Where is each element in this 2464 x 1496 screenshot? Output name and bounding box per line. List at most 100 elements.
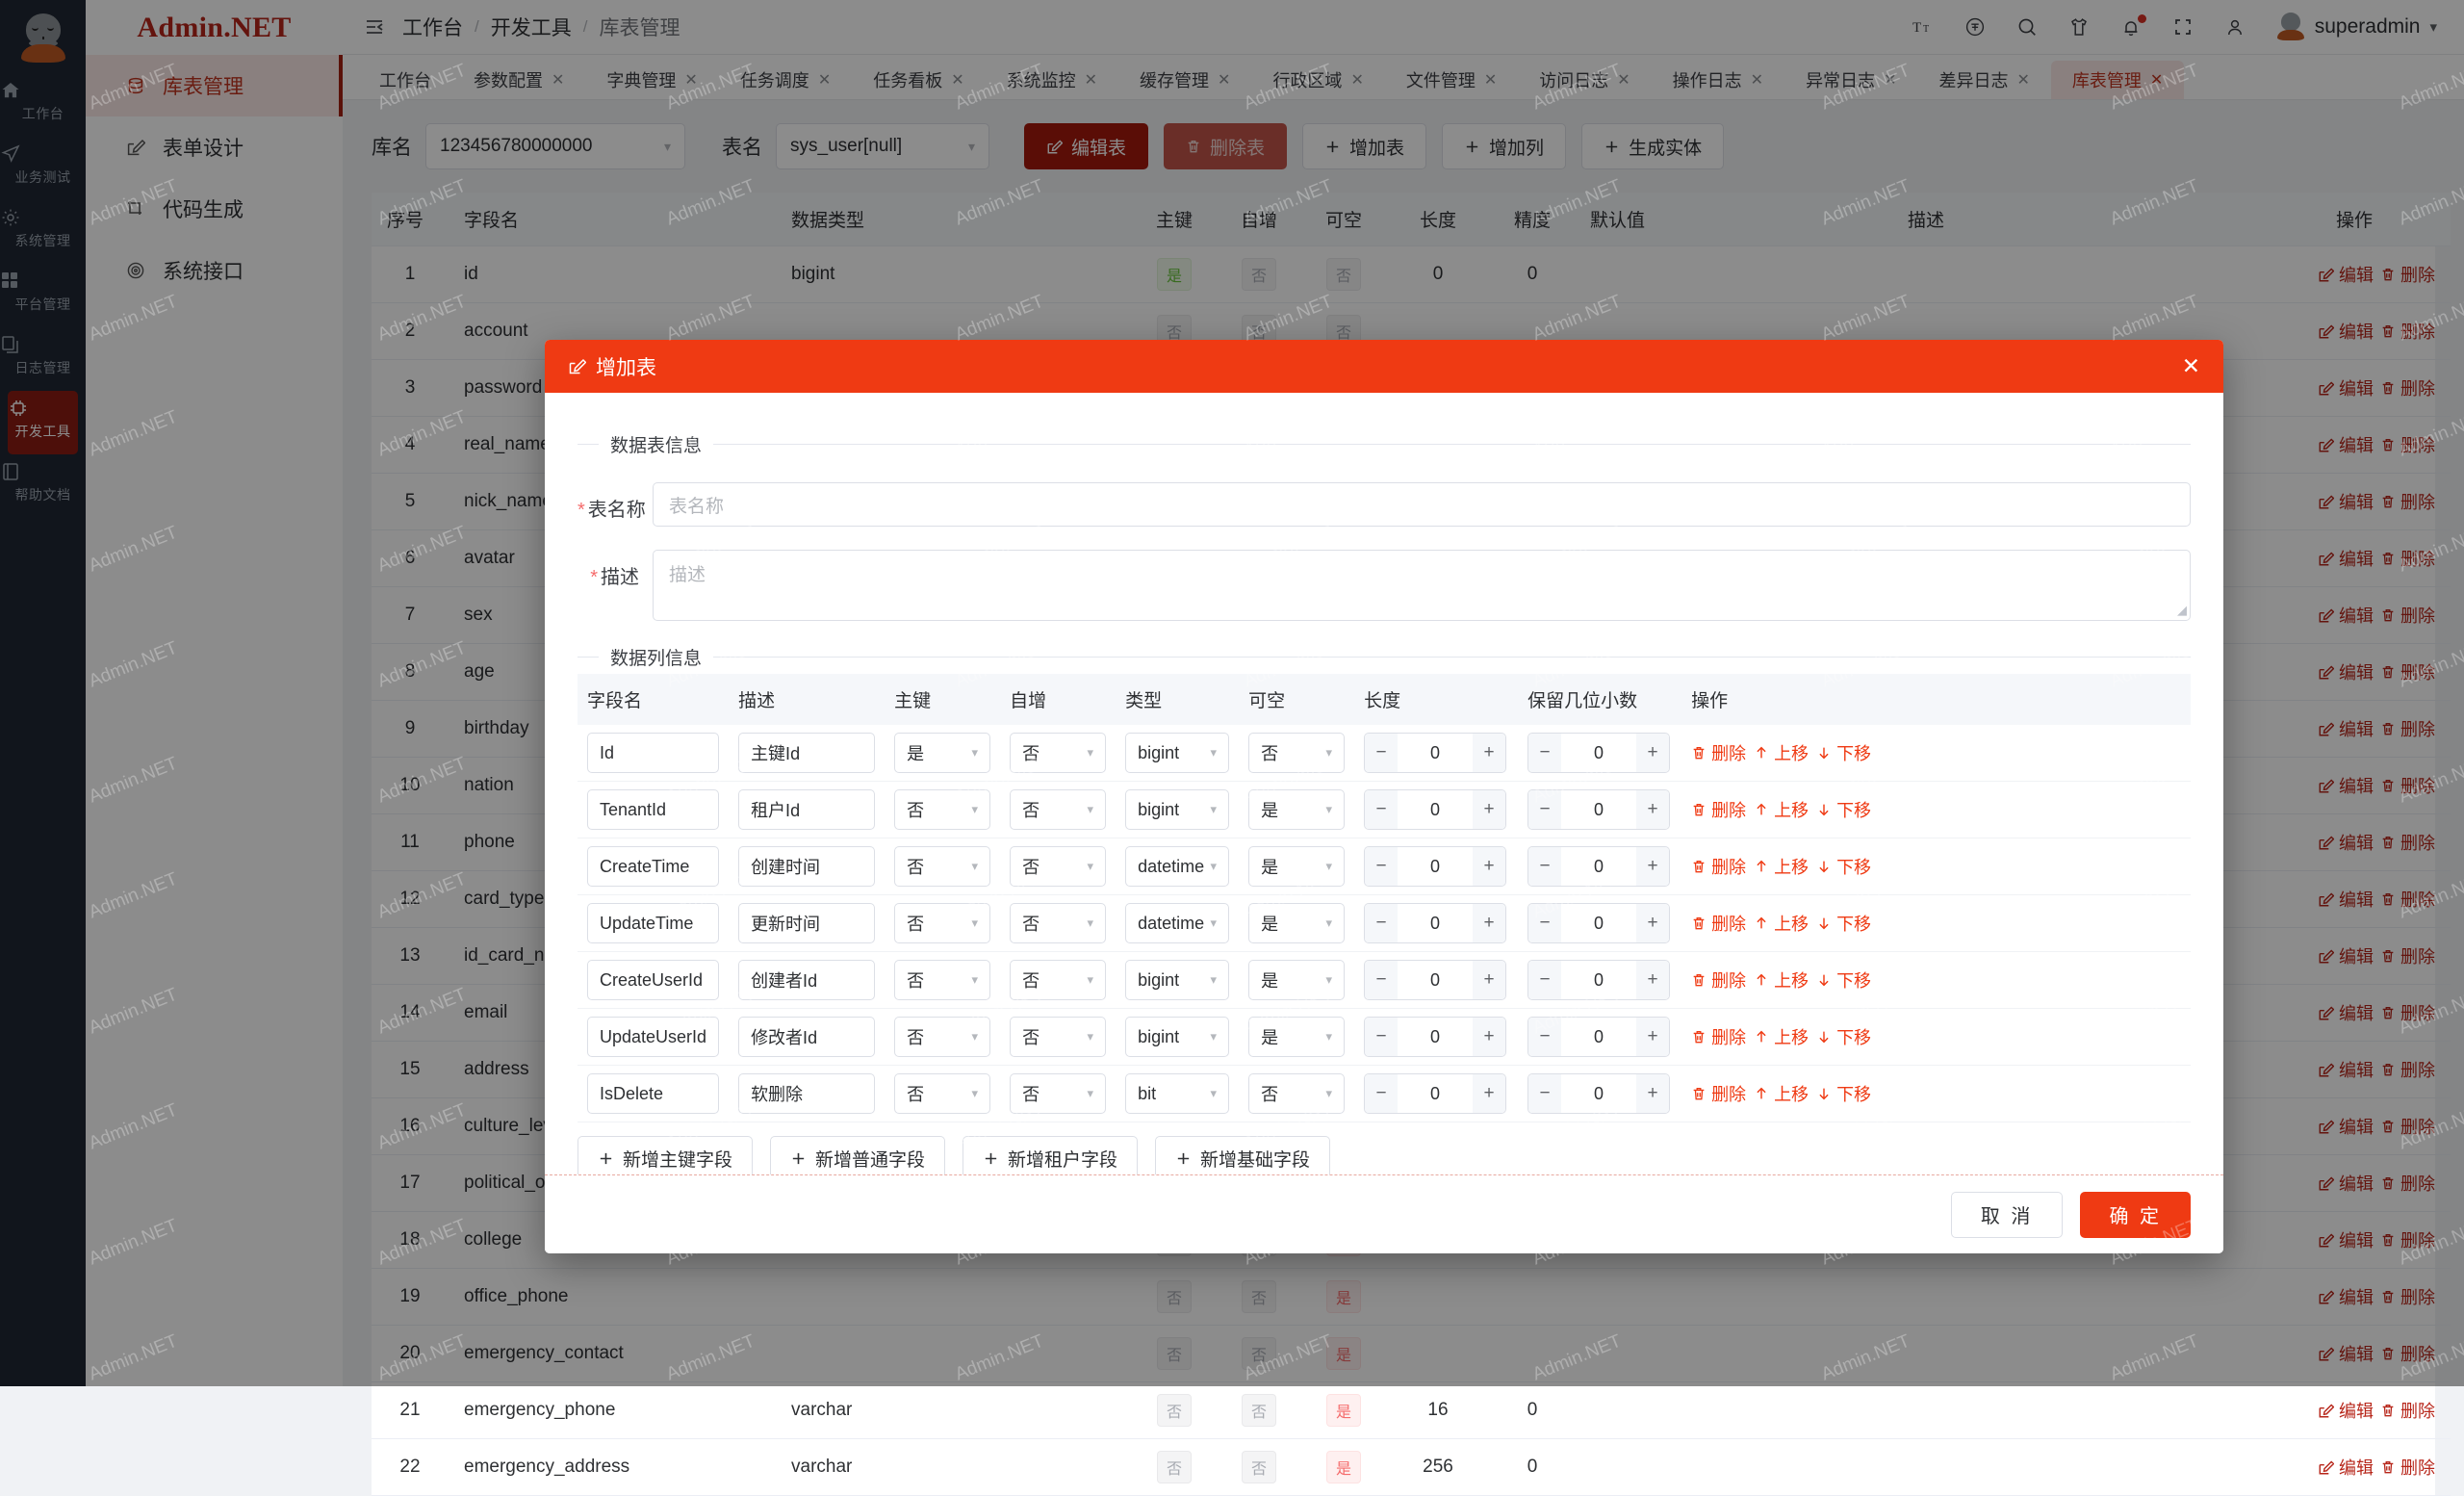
tab-close-icon[interactable]: ✕ xyxy=(1084,72,1098,89)
font-size-icon[interactable]: T T xyxy=(1912,17,1936,37)
tab-7[interactable]: 行政区域 ✕ xyxy=(1251,61,1384,99)
grid-action-编辑[interactable]: 编辑 xyxy=(2318,375,2374,400)
row-action-上移[interactable]: 上移 xyxy=(1754,740,1809,765)
rail-item-4[interactable]: 日志管理 xyxy=(0,327,86,391)
grid-action-删除[interactable]: 删除 xyxy=(2380,375,2435,400)
field-name-input[interactable]: UpdateUserId xyxy=(587,1017,720,1057)
stepper-value[interactable]: 0 xyxy=(1561,1074,1637,1113)
grid-action-删除[interactable]: 删除 xyxy=(2380,1284,2435,1309)
stepper-plus[interactable]: + xyxy=(1473,961,1506,999)
tab-close-icon[interactable]: ✕ xyxy=(684,72,698,89)
field-nullable-select[interactable]: 是 ▾ xyxy=(1248,846,1346,887)
row-action-上移[interactable]: 上移 xyxy=(1754,854,1809,879)
breadcrumb-item-0[interactable]: 工作台 xyxy=(402,17,463,39)
grid-action-编辑[interactable]: 编辑 xyxy=(2318,887,2374,912)
stepper-plus[interactable]: + xyxy=(1473,904,1506,942)
table-row[interactable]: 1 id bigint 是否否 0 0 编辑 删除 xyxy=(372,245,2451,303)
grid-action-编辑[interactable]: 编辑 xyxy=(2318,1284,2374,1309)
table-select[interactable]: sys_user[null] ▾ xyxy=(776,123,989,169)
stepper-plus[interactable]: + xyxy=(1473,847,1506,886)
grid-action-删除[interactable]: 删除 xyxy=(2380,1455,2435,1480)
toolbar-button-2[interactable]: 增加表 xyxy=(1302,123,1427,169)
user-icon[interactable] xyxy=(2224,16,2247,38)
grid-action-删除[interactable]: 删除 xyxy=(2380,489,2435,514)
stepper-value[interactable]: 0 xyxy=(1398,847,1474,886)
field-length-stepper[interactable]: −0 + xyxy=(1364,1017,1507,1057)
table-row[interactable]: 20 emergency_contact 否 否 是 编辑 删除 xyxy=(372,1325,2451,1382)
field-length-stepper[interactable]: −0 + xyxy=(1364,846,1507,887)
tab-8[interactable]: 文件管理 ✕ xyxy=(1385,61,1518,99)
field-length-stepper[interactable]: −0 + xyxy=(1364,733,1507,773)
row-action-上移[interactable]: 上移 xyxy=(1754,911,1809,936)
tab-3[interactable]: 任务调度 ✕ xyxy=(719,61,852,99)
tab-close-icon[interactable]: ✕ xyxy=(1483,72,1498,89)
menu-item-2[interactable]: 代码生成 xyxy=(86,178,343,240)
field-pk-select[interactable]: 否 ▾ xyxy=(894,1073,991,1114)
menu-item-3[interactable]: 系统接口 xyxy=(86,240,343,301)
stepper-minus[interactable]: − xyxy=(1528,790,1562,829)
field-desc-input[interactable]: 创建者Id xyxy=(738,960,876,1000)
grid-action-删除[interactable]: 删除 xyxy=(2380,659,2435,684)
grid-action-删除[interactable]: 删除 xyxy=(2380,432,2435,457)
grid-action-编辑[interactable]: 编辑 xyxy=(2318,773,2374,798)
stepper-minus[interactable]: − xyxy=(1528,1018,1562,1056)
add-field-button-1[interactable]: 新增普通字段 xyxy=(770,1136,946,1180)
field-autoincrement-select[interactable]: 否 ▾ xyxy=(1010,1073,1107,1114)
grid-action-编辑[interactable]: 编辑 xyxy=(2318,1398,2374,1423)
stepper-value[interactable]: 0 xyxy=(1561,790,1637,829)
stepper-minus[interactable]: − xyxy=(1365,961,1399,999)
stepper-minus[interactable]: − xyxy=(1365,790,1399,829)
field-decimal-stepper[interactable]: −0 + xyxy=(1527,1073,1671,1114)
grid-action-编辑[interactable]: 编辑 xyxy=(2318,1000,2374,1025)
grid-action-编辑[interactable]: 编辑 xyxy=(2318,943,2374,968)
field-length-stepper[interactable]: −0 + xyxy=(1364,960,1507,1000)
stepper-plus[interactable]: + xyxy=(1636,1074,1670,1113)
rail-item-3[interactable]: 平台管理 xyxy=(0,264,86,327)
stepper-minus[interactable]: − xyxy=(1528,847,1562,886)
field-decimal-stepper[interactable]: −0 + xyxy=(1527,960,1671,1000)
field-pk-select[interactable]: 否 ▾ xyxy=(894,960,991,1000)
user-menu[interactable]: superadmin ▾ xyxy=(2276,13,2437,41)
menu-item-0[interactable]: 库表管理 xyxy=(86,55,343,116)
stepper-plus[interactable]: + xyxy=(1473,1018,1506,1056)
field-pk-select[interactable]: 否 ▾ xyxy=(894,903,991,943)
stepper-minus[interactable]: − xyxy=(1365,734,1399,772)
field-nullable-select[interactable]: 是 ▾ xyxy=(1248,903,1346,943)
stepper-minus[interactable]: − xyxy=(1528,1074,1562,1113)
grid-action-编辑[interactable]: 编辑 xyxy=(2318,1057,2374,1082)
grid-action-编辑[interactable]: 编辑 xyxy=(2318,1455,2374,1480)
grid-action-编辑[interactable]: 编辑 xyxy=(2318,319,2374,344)
table-desc-textarea[interactable]: 描述 ◢ xyxy=(653,550,2191,621)
add-field-button-0[interactable]: 新增主键字段 xyxy=(578,1136,754,1180)
stepper-value[interactable]: 0 xyxy=(1561,1018,1637,1056)
stepper-value[interactable]: 0 xyxy=(1398,1074,1474,1113)
row-action-上移[interactable]: 上移 xyxy=(1754,797,1809,822)
tab-close-icon[interactable]: ✕ xyxy=(1617,72,1630,89)
grid-action-编辑[interactable]: 编辑 xyxy=(2318,1114,2374,1139)
toolbar-button-3[interactable]: 增加列 xyxy=(1442,123,1567,169)
field-decimal-stepper[interactable]: −0 + xyxy=(1527,846,1671,887)
rail-item-2[interactable]: 系统管理 xyxy=(0,200,86,264)
grid-action-删除[interactable]: 删除 xyxy=(2380,943,2435,968)
tab-1[interactable]: 参数配置 ✕ xyxy=(452,61,585,99)
grid-action-删除[interactable]: 删除 xyxy=(2380,1114,2435,1139)
grid-action-删除[interactable]: 删除 xyxy=(2380,546,2435,571)
field-name-input[interactable]: CreateUserId xyxy=(587,960,720,1000)
stepper-value[interactable]: 0 xyxy=(1561,847,1637,886)
row-action-删除[interactable]: 删除 xyxy=(1691,967,1746,993)
stepper-value[interactable]: 0 xyxy=(1398,904,1474,942)
tab-close-icon[interactable]: ✕ xyxy=(2149,72,2164,89)
field-autoincrement-select[interactable]: 否 ▾ xyxy=(1010,789,1107,830)
stepper-minus[interactable]: − xyxy=(1365,847,1399,886)
row-action-删除[interactable]: 删除 xyxy=(1691,740,1746,765)
row-action-下移[interactable]: 下移 xyxy=(1816,967,1871,993)
grid-action-删除[interactable]: 删除 xyxy=(2380,319,2435,344)
table-name-input[interactable]: 表名称 xyxy=(653,482,2191,527)
fullscreen-icon[interactable] xyxy=(2172,16,2195,38)
rail-item-0[interactable]: 工作台 xyxy=(0,73,86,137)
field-nullable-select[interactable]: 否 ▾ xyxy=(1248,733,1346,773)
tab-13[interactable]: 库表管理 ✕ xyxy=(2050,61,2185,99)
stepper-minus[interactable]: − xyxy=(1528,961,1562,999)
tab-close-icon[interactable]: ✕ xyxy=(817,72,832,89)
field-desc-input[interactable]: 更新时间 xyxy=(738,903,876,943)
